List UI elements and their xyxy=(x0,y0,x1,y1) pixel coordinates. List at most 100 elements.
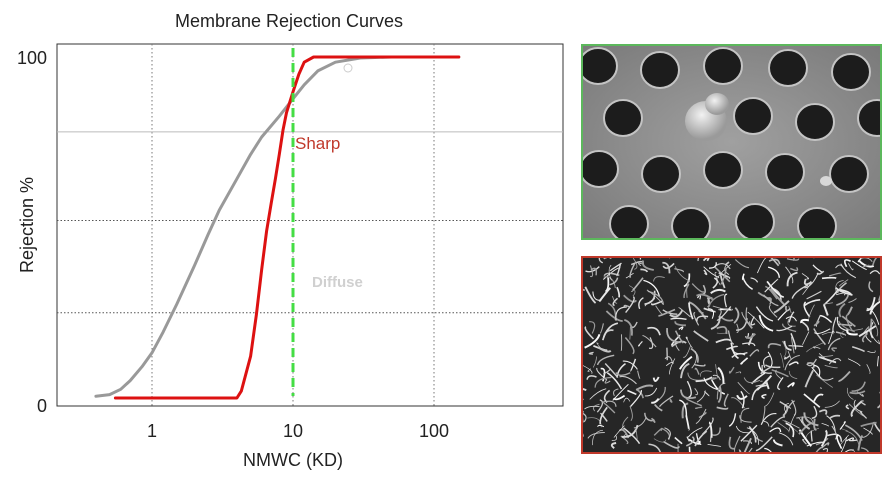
fiber xyxy=(647,326,661,336)
fiber xyxy=(691,283,705,293)
fiber xyxy=(638,262,643,267)
fiber xyxy=(840,263,857,279)
fiber xyxy=(608,264,612,281)
fiber xyxy=(694,363,706,367)
fiber xyxy=(763,355,771,368)
fiber xyxy=(680,389,697,400)
fiber xyxy=(589,265,594,278)
fiber xyxy=(669,398,673,403)
fiber xyxy=(838,302,846,318)
fiber xyxy=(777,377,784,390)
fiber xyxy=(820,429,828,447)
fiber xyxy=(603,276,616,289)
pore xyxy=(583,150,619,188)
fiber xyxy=(776,325,793,332)
fiber xyxy=(784,354,800,371)
fiber xyxy=(871,258,878,266)
fiber xyxy=(597,346,612,353)
fiber xyxy=(665,361,675,367)
fiber xyxy=(840,436,847,452)
fiber xyxy=(860,447,869,452)
fiber xyxy=(717,386,722,404)
fiber xyxy=(621,424,639,438)
fiber xyxy=(610,442,617,449)
fiber xyxy=(767,297,772,305)
fiber xyxy=(848,298,857,303)
fiber xyxy=(836,316,849,332)
fiber xyxy=(803,393,821,408)
fiber xyxy=(749,349,760,357)
fiber xyxy=(769,427,782,433)
fiber xyxy=(623,294,638,303)
fiber xyxy=(784,420,800,429)
fiber xyxy=(686,436,690,442)
fiber xyxy=(787,318,796,327)
fiber xyxy=(606,372,623,390)
fiber xyxy=(803,298,821,307)
fiber xyxy=(840,330,845,338)
fiber xyxy=(712,277,719,289)
fiber xyxy=(688,446,691,452)
fiber xyxy=(831,347,837,352)
fiber xyxy=(682,345,691,358)
fiber xyxy=(640,268,649,273)
fiber xyxy=(653,276,665,282)
fiber xyxy=(589,321,596,334)
fiber xyxy=(714,272,721,286)
fiber xyxy=(740,407,750,423)
fiber xyxy=(598,287,611,303)
fiber xyxy=(768,258,781,265)
fiber xyxy=(592,356,597,368)
fiber xyxy=(612,383,629,401)
y-axis-label: Rejection % xyxy=(17,177,37,273)
pore xyxy=(795,103,835,141)
fiber xyxy=(716,326,728,335)
fiber xyxy=(603,258,612,260)
fiber xyxy=(845,437,855,442)
fiber xyxy=(707,444,722,447)
fiber xyxy=(760,412,777,426)
fiber xyxy=(818,356,837,364)
fiber xyxy=(748,447,753,452)
fiber xyxy=(858,325,877,338)
fiber xyxy=(688,302,694,320)
fiber xyxy=(611,434,617,441)
fiber xyxy=(619,375,637,385)
fiber xyxy=(877,391,880,409)
fiber xyxy=(696,390,706,403)
fiber xyxy=(644,387,658,397)
fiber xyxy=(718,309,722,317)
fiber xyxy=(860,421,877,428)
fiber xyxy=(760,365,773,375)
fiber xyxy=(623,427,641,445)
fiber xyxy=(857,258,863,263)
fiber xyxy=(806,342,824,353)
fiber xyxy=(622,416,629,430)
fiber xyxy=(801,416,811,430)
fiber xyxy=(821,276,837,280)
fiber xyxy=(806,441,823,447)
fiber xyxy=(788,370,798,380)
fiber xyxy=(674,330,684,344)
fiber xyxy=(583,412,587,423)
fiber xyxy=(786,271,798,287)
fiber xyxy=(845,404,850,410)
fiber xyxy=(848,263,854,271)
fiber xyxy=(696,315,709,322)
fiber xyxy=(588,351,594,355)
x-axis-label: NMWC (KD) xyxy=(243,450,343,470)
fiber xyxy=(821,422,830,427)
fiber xyxy=(839,279,849,287)
fiber xyxy=(708,421,713,438)
fiber xyxy=(773,300,790,314)
fiber xyxy=(804,369,814,388)
fiber xyxy=(663,440,680,449)
fiber xyxy=(786,258,800,261)
fiber xyxy=(712,427,721,436)
fiber xyxy=(703,307,716,313)
fiber xyxy=(828,358,842,365)
fiber xyxy=(646,289,664,305)
fiber xyxy=(653,428,663,436)
fiber xyxy=(658,395,674,408)
fiber xyxy=(594,376,612,388)
